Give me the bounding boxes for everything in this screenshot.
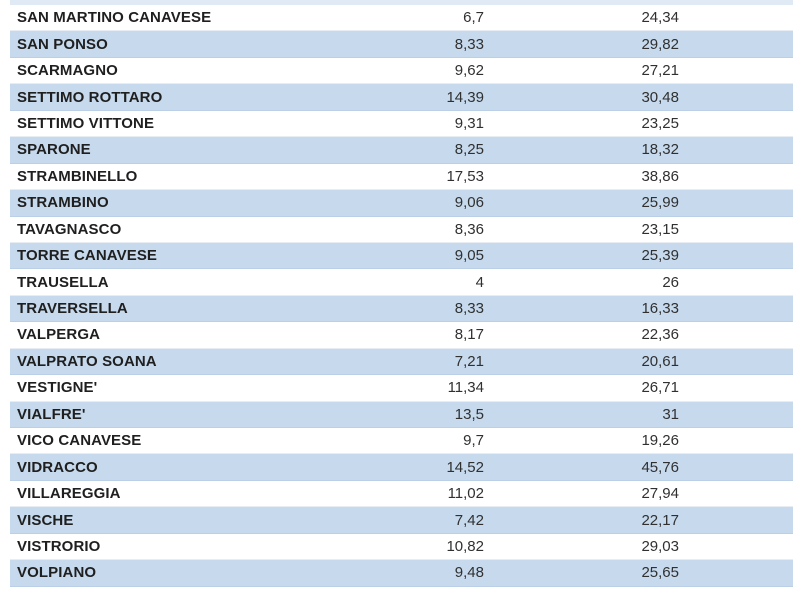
- value1-cell: 14,39: [446, 88, 484, 106]
- value2-cell: 20,61: [641, 352, 679, 370]
- value1-cell: 6,7: [463, 9, 484, 27]
- value1-cell: 9,7: [463, 432, 484, 450]
- value1-cell: 9,31: [454, 114, 484, 132]
- municipality-name-cell: VIDRACCO: [17, 458, 98, 476]
- value2-cell: 30,48: [641, 88, 679, 106]
- value2-cell: 31: [662, 405, 679, 423]
- value1-cell: 10,82: [446, 537, 484, 555]
- municipality-name-cell: STRAMBINELLO: [17, 167, 138, 185]
- value2-cell: 23,15: [641, 220, 679, 238]
- municipality-name-cell: TAVAGNASCO: [17, 220, 122, 238]
- value1-cell: 13,5: [454, 405, 484, 423]
- value2-cell: 16,33: [641, 300, 679, 318]
- value2-cell: 26: [662, 273, 679, 291]
- table-row: VISCHE 7,42 22,17: [10, 507, 793, 534]
- value1-cell: 14,52: [446, 458, 484, 476]
- value2-cell: 29,82: [641, 35, 679, 53]
- municipality-name-cell: SCARMAGNO: [17, 62, 118, 80]
- table-row: VISTRORIO 10,82 29,03: [10, 533, 793, 561]
- table-row: TAVAGNASCO 8,36 23,15: [10, 216, 793, 243]
- value1-cell: 9,06: [454, 194, 484, 212]
- municipality-name-cell: VILLAREGGIA: [17, 485, 121, 503]
- clipped-previous-row: [10, 0, 793, 5]
- value2-cell: 22,36: [641, 326, 679, 344]
- table-row: VOLPIANO 9,48 25,65: [10, 560, 793, 587]
- value1-cell: 8,25: [454, 141, 484, 159]
- value2-cell: 45,76: [641, 458, 679, 476]
- table-row: STRAMBINO 9,06 25,99: [10, 190, 793, 217]
- value2-cell: 25,65: [641, 564, 679, 582]
- value2-cell: 26,71: [641, 379, 679, 397]
- municipality-name-cell: VESTIGNE': [17, 379, 98, 397]
- table-row: SETTIMO ROTTARO 14,39 30,48: [10, 84, 793, 111]
- value2-cell: 27,21: [641, 62, 679, 80]
- value2-cell: 24,34: [641, 9, 679, 27]
- table-row: STRAMBINELLO 17,53 38,86: [10, 163, 793, 191]
- value2-cell: 22,17: [641, 511, 679, 529]
- table-row: SAN PONSO 8,33 29,82: [10, 31, 793, 58]
- table-row: SETTIMO VITTONE 9,31 23,25: [10, 110, 793, 138]
- municipality-name-cell: VALPRATO SOANA: [17, 352, 157, 370]
- table-row: VICO CANAVESE 9,7 19,26: [10, 428, 793, 455]
- value1-cell: 11,02: [447, 485, 484, 503]
- municipality-name-cell: TRAVERSELLA: [17, 300, 128, 318]
- table-body: SAN MARTINO CANAVESE 6,7 24,34 SAN PONSO 8,3…: [10, 5, 793, 587]
- municipality-name-cell: TORRE CANAVESE: [17, 247, 158, 265]
- value1-cell: 11,34: [447, 379, 484, 397]
- table-row: VIALFRE' 13,5 31: [10, 401, 793, 428]
- value1-cell: 8,33: [454, 300, 484, 318]
- value2-cell: 25,39: [641, 247, 679, 265]
- value2-cell: 25,99: [641, 194, 679, 212]
- table-row: TRAVERSELLA 8,33 16,33: [10, 295, 793, 323]
- municipality-name-cell: VISTRORIO: [17, 537, 101, 555]
- value1-cell: 9,48: [454, 564, 484, 582]
- table-row: VALPRATO SOANA 7,21 20,61: [10, 348, 793, 376]
- value1-cell: 7,42: [454, 511, 484, 529]
- value2-cell: 23,25: [641, 114, 679, 132]
- municipality-name-cell: SETTIMO VITTONE: [17, 114, 155, 132]
- table-row: VILLAREGGIA 11,02 27,94: [10, 480, 793, 508]
- value1-cell: 4: [475, 273, 484, 291]
- municipality-name-cell: SAN MARTINO CANAVESE: [17, 9, 212, 27]
- value1-cell: 8,36: [454, 220, 484, 238]
- table-row: VESTIGNE' 11,34 26,71: [10, 375, 793, 402]
- municipality-name-cell: SETTIMO ROTTARO: [17, 88, 163, 106]
- table-row: SCARMAGNO 9,62 27,21: [10, 57, 793, 85]
- value1-cell: 9,62: [454, 62, 484, 80]
- table-row: SPARONE 8,25 18,32: [10, 137, 793, 164]
- value2-cell: 19,26: [641, 432, 679, 450]
- value1-cell: 7,21: [454, 352, 484, 370]
- municipality-name-cell: SPARONE: [17, 141, 91, 159]
- table-row: TORRE CANAVESE 9,05 25,39: [10, 242, 793, 270]
- table-row: VIDRACCO 14,52 45,76: [10, 454, 793, 481]
- value2-cell: 38,86: [641, 167, 679, 185]
- municipality-name-cell: VICO CANAVESE: [17, 432, 142, 450]
- table-row: SAN MARTINO CANAVESE 6,7 24,34: [10, 5, 793, 32]
- table-row: VALPERGA 8,17 22,36: [10, 322, 793, 349]
- value2-cell: 18,32: [641, 141, 679, 159]
- value2-cell: 29,03: [641, 537, 679, 555]
- value1-cell: 8,17: [454, 326, 484, 344]
- municipality-name-cell: VALPERGA: [17, 326, 101, 344]
- municipality-name-cell: TRAUSELLA: [17, 273, 109, 291]
- municipality-name-cell: VOLPIANO: [17, 564, 97, 582]
- value1-cell: 8,33: [454, 35, 484, 53]
- value2-cell: 27,94: [641, 485, 679, 503]
- value1-cell: 17,53: [446, 167, 484, 185]
- table-row: TRAUSELLA 4 26: [10, 269, 793, 296]
- municipality-name-cell: STRAMBINO: [17, 194, 109, 212]
- municipality-name-cell: VISCHE: [17, 511, 74, 529]
- value1-cell: 9,05: [454, 247, 484, 265]
- municipality-name-cell: VIALFRE': [17, 405, 86, 423]
- municipality-name-cell: SAN PONSO: [17, 35, 108, 53]
